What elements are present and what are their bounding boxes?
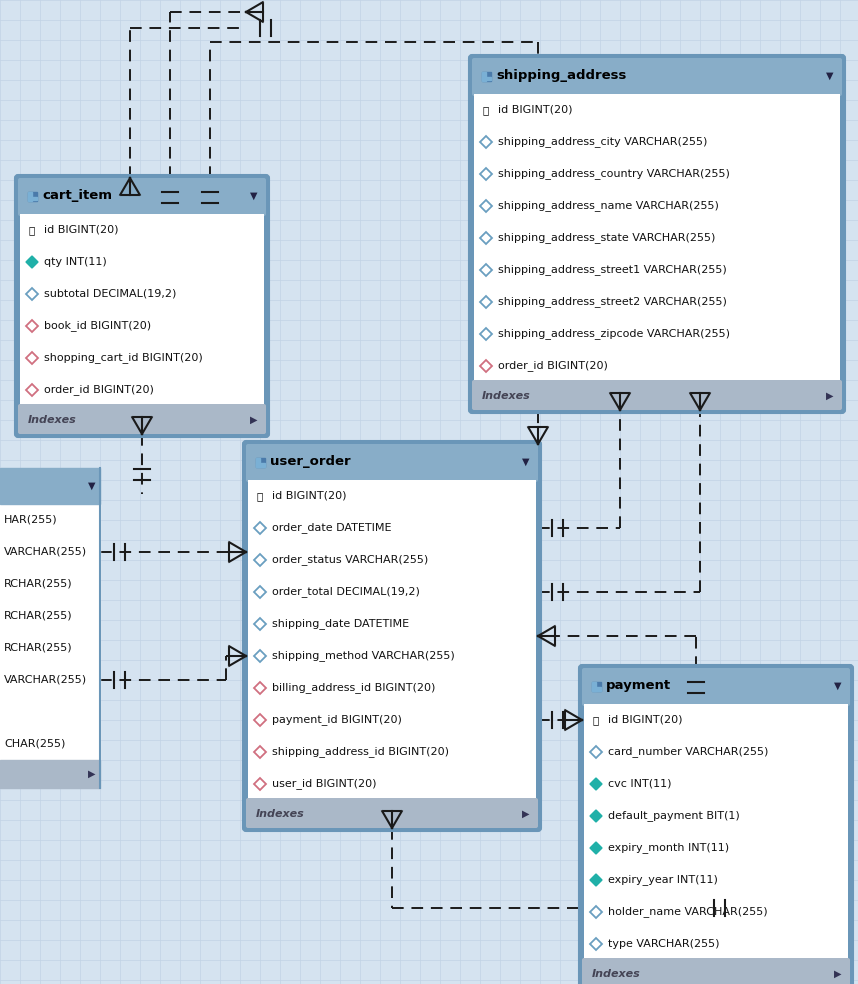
Bar bbox=[0, 504, 100, 760]
Text: order_date DATETIME: order_date DATETIME bbox=[272, 523, 391, 533]
Text: user_id BIGINT(20): user_id BIGINT(20) bbox=[272, 778, 377, 789]
Bar bbox=[20, 214, 264, 406]
Text: card_number VARCHAR(255): card_number VARCHAR(255) bbox=[608, 747, 769, 758]
Bar bbox=[482, 77, 491, 81]
Text: ▶: ▶ bbox=[251, 415, 257, 425]
Bar bbox=[28, 192, 37, 201]
Text: 💡: 💡 bbox=[257, 491, 263, 501]
Polygon shape bbox=[26, 256, 38, 268]
Polygon shape bbox=[590, 842, 602, 854]
Text: 💡: 💡 bbox=[593, 715, 599, 725]
Text: shopping_cart_id BIGINT(20): shopping_cart_id BIGINT(20) bbox=[44, 352, 202, 363]
Text: default_payment BIT(1): default_payment BIT(1) bbox=[608, 811, 740, 822]
Text: expiry_year INT(11): expiry_year INT(11) bbox=[608, 875, 718, 886]
Text: book_id BIGINT(20): book_id BIGINT(20) bbox=[44, 321, 151, 332]
Polygon shape bbox=[590, 810, 602, 822]
Text: shipping_address_name VARCHAR(255): shipping_address_name VARCHAR(255) bbox=[498, 201, 719, 212]
Bar bbox=[256, 458, 260, 466]
Text: ▼: ▼ bbox=[251, 191, 257, 201]
Text: expiry_month INT(11): expiry_month INT(11) bbox=[608, 842, 729, 853]
Bar bbox=[584, 704, 848, 960]
Text: Indexes: Indexes bbox=[28, 415, 76, 425]
Text: id BIGINT(20): id BIGINT(20) bbox=[498, 105, 572, 115]
Text: ▶: ▶ bbox=[523, 809, 529, 819]
Text: cart_item: cart_item bbox=[42, 190, 112, 203]
Bar bbox=[256, 458, 265, 466]
Text: order_status VARCHAR(255): order_status VARCHAR(255) bbox=[272, 555, 428, 566]
Text: billing_address_id BIGINT(20): billing_address_id BIGINT(20) bbox=[272, 683, 435, 694]
Bar bbox=[256, 462, 265, 466]
Bar bbox=[482, 72, 491, 81]
Text: ▶: ▶ bbox=[834, 969, 842, 979]
FancyBboxPatch shape bbox=[243, 441, 541, 831]
Bar bbox=[28, 197, 37, 201]
Text: payment: payment bbox=[606, 680, 671, 693]
Text: shipping_address_street2 VARCHAR(255): shipping_address_street2 VARCHAR(255) bbox=[498, 296, 727, 307]
Text: subtotal DECIMAL(19,2): subtotal DECIMAL(19,2) bbox=[44, 289, 177, 299]
Text: id BIGINT(20): id BIGINT(20) bbox=[608, 715, 682, 725]
Text: shipping_method VARCHAR(255): shipping_method VARCHAR(255) bbox=[272, 650, 455, 661]
Bar bbox=[248, 480, 536, 800]
Text: cvc INT(11): cvc INT(11) bbox=[608, 779, 672, 789]
FancyBboxPatch shape bbox=[469, 55, 845, 413]
Bar bbox=[592, 682, 595, 691]
FancyBboxPatch shape bbox=[472, 380, 842, 410]
FancyBboxPatch shape bbox=[582, 958, 850, 984]
FancyBboxPatch shape bbox=[246, 444, 538, 482]
FancyBboxPatch shape bbox=[246, 798, 538, 828]
Text: payment_id BIGINT(20): payment_id BIGINT(20) bbox=[272, 714, 402, 725]
Text: ▶: ▶ bbox=[826, 391, 834, 401]
Text: CHAR(255): CHAR(255) bbox=[4, 739, 65, 749]
Text: ▼: ▼ bbox=[834, 681, 842, 691]
Polygon shape bbox=[590, 874, 602, 886]
Text: VARCHAR(255): VARCHAR(255) bbox=[4, 547, 88, 557]
FancyBboxPatch shape bbox=[18, 404, 266, 434]
Text: shipping_date DATETIME: shipping_date DATETIME bbox=[272, 619, 409, 630]
FancyBboxPatch shape bbox=[582, 668, 850, 706]
Text: Indexes: Indexes bbox=[482, 391, 531, 401]
Text: ▼: ▼ bbox=[826, 71, 834, 81]
Bar bbox=[474, 94, 840, 382]
Bar bbox=[0, 760, 100, 788]
Text: RCHAR(255): RCHAR(255) bbox=[4, 643, 73, 653]
Text: shipping_address_state VARCHAR(255): shipping_address_state VARCHAR(255) bbox=[498, 232, 716, 243]
Text: shipping_address_street1 VARCHAR(255): shipping_address_street1 VARCHAR(255) bbox=[498, 265, 727, 276]
FancyBboxPatch shape bbox=[18, 178, 266, 216]
Text: order_total DECIMAL(19,2): order_total DECIMAL(19,2) bbox=[272, 586, 420, 597]
Text: shipping_address_id BIGINT(20): shipping_address_id BIGINT(20) bbox=[272, 747, 449, 758]
Text: type VARCHAR(255): type VARCHAR(255) bbox=[608, 939, 720, 949]
Text: 💡: 💡 bbox=[29, 225, 35, 235]
Text: 💡: 💡 bbox=[483, 105, 489, 115]
Text: Indexes: Indexes bbox=[256, 809, 305, 819]
FancyBboxPatch shape bbox=[15, 175, 269, 437]
Text: Indexes: Indexes bbox=[592, 969, 641, 979]
Text: VARCHAR(255): VARCHAR(255) bbox=[4, 675, 88, 685]
Text: order_id BIGINT(20): order_id BIGINT(20) bbox=[44, 385, 154, 396]
Polygon shape bbox=[590, 778, 602, 790]
Text: ▼: ▼ bbox=[523, 457, 529, 467]
Text: id BIGINT(20): id BIGINT(20) bbox=[272, 491, 347, 501]
Text: ▼: ▼ bbox=[88, 481, 96, 491]
Text: HAR(255): HAR(255) bbox=[4, 515, 57, 525]
Text: shipping_address: shipping_address bbox=[496, 70, 626, 83]
Text: order_id BIGINT(20): order_id BIGINT(20) bbox=[498, 360, 607, 371]
Text: qty INT(11): qty INT(11) bbox=[44, 257, 106, 267]
Bar bbox=[0, 468, 100, 504]
Text: shipping_address_zipcode VARCHAR(255): shipping_address_zipcode VARCHAR(255) bbox=[498, 329, 730, 339]
FancyBboxPatch shape bbox=[472, 58, 842, 96]
Text: shipping_address_city VARCHAR(255): shipping_address_city VARCHAR(255) bbox=[498, 137, 707, 148]
FancyBboxPatch shape bbox=[579, 665, 853, 984]
Bar bbox=[592, 687, 601, 691]
Text: RCHAR(255): RCHAR(255) bbox=[4, 611, 73, 621]
Text: holder_name VARCHAR(255): holder_name VARCHAR(255) bbox=[608, 906, 768, 917]
Text: id BIGINT(20): id BIGINT(20) bbox=[44, 225, 118, 235]
Text: RCHAR(255): RCHAR(255) bbox=[4, 579, 73, 589]
Text: user_order: user_order bbox=[270, 456, 351, 468]
Bar bbox=[482, 72, 486, 81]
Text: shipping_address_country VARCHAR(255): shipping_address_country VARCHAR(255) bbox=[498, 168, 730, 179]
Bar bbox=[28, 192, 32, 201]
Text: ▶: ▶ bbox=[88, 769, 96, 779]
Bar bbox=[592, 682, 601, 691]
